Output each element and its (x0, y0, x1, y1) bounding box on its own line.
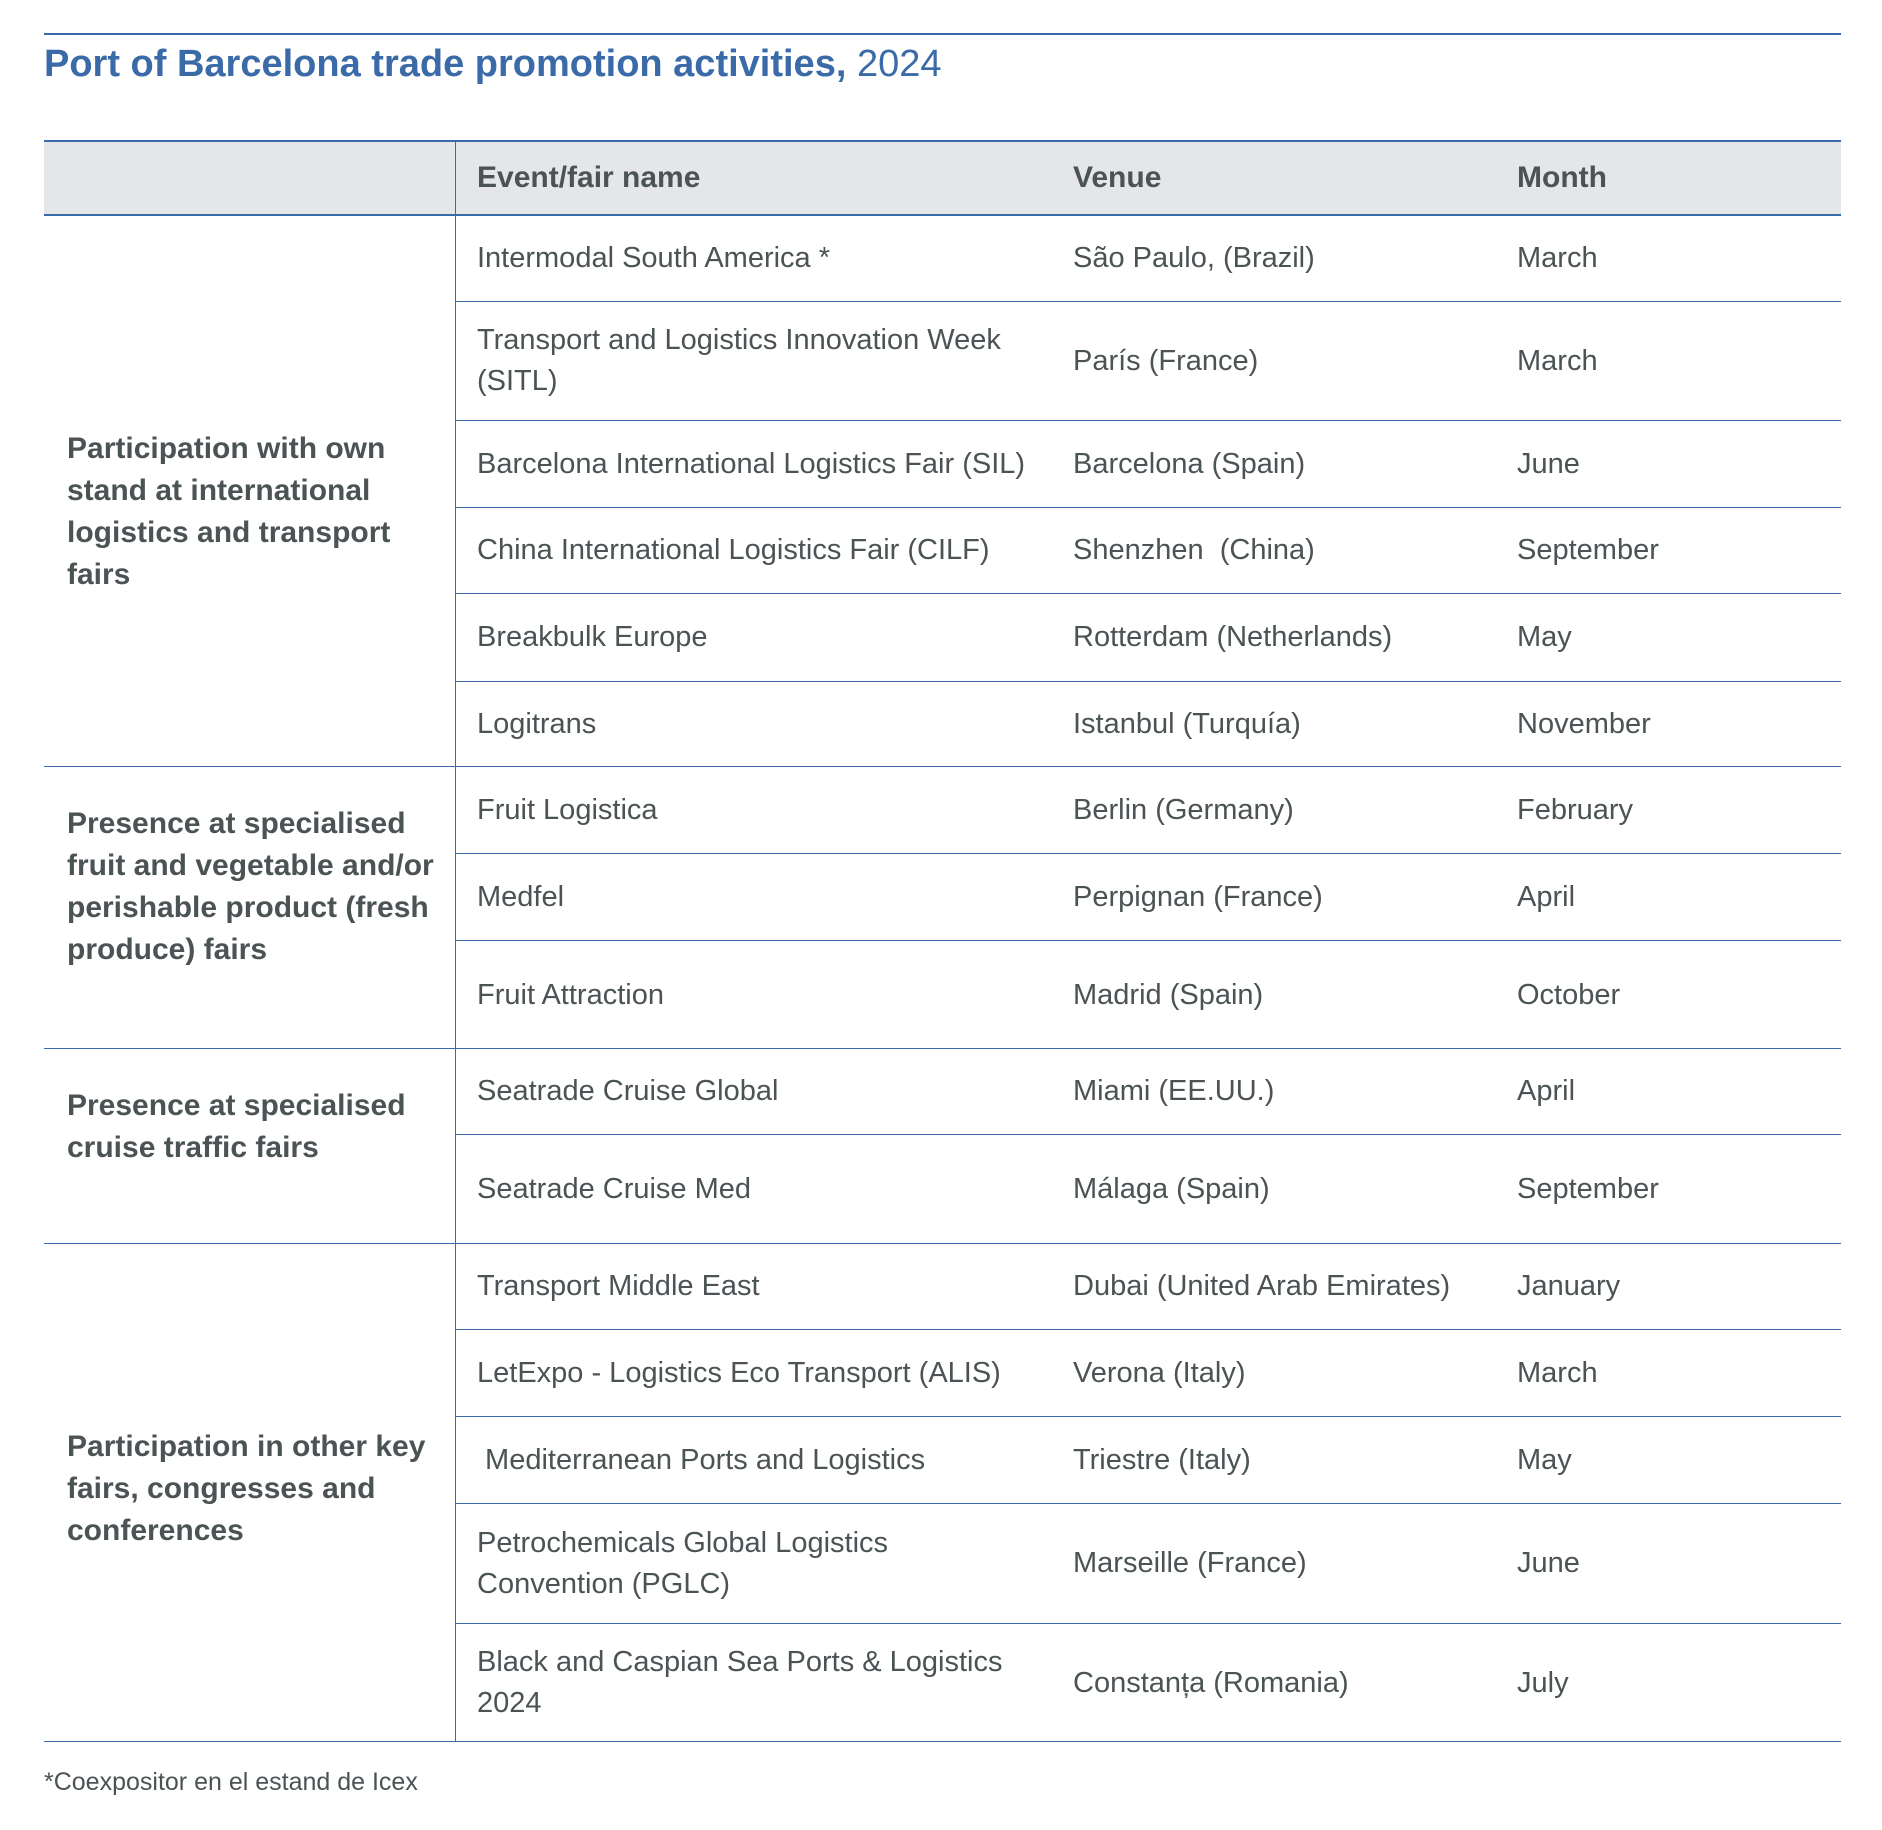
event-name: Transport and Logistics Innovation Week … (477, 324, 1001, 397)
month: April (1517, 1075, 1576, 1107)
table-row: Black and Caspian Sea Ports & Logistics … (456, 1624, 1841, 1742)
table-row: Breakbulk Europe Rotterdam (Netherlands)… (456, 594, 1841, 682)
header-venue: Venue (1073, 161, 1162, 194)
month: March (1517, 1356, 1598, 1389)
table-row: Logitrans Istanbul (Turquía) November (456, 682, 1841, 767)
event-name: Fruit Attraction (477, 978, 664, 1011)
month: March (1517, 242, 1598, 274)
header-event: Event/fair name (477, 161, 701, 194)
month: May (1517, 621, 1572, 653)
event-name: LetExpo - Logistics Eco Transport (ALIS) (477, 1356, 1001, 1389)
month: April (1517, 880, 1576, 913)
month: March (1517, 344, 1598, 377)
venue: Marseille (France) (1073, 1547, 1307, 1579)
top-rule (44, 33, 1841, 35)
header-month: Month (1517, 161, 1607, 194)
group-own-stand: Participation with own stand at internat… (44, 216, 1841, 767)
month: June (1517, 1547, 1580, 1579)
venue: São Paulo, (Brazil) (1073, 242, 1315, 274)
group-label: Participation with own stand at internat… (67, 432, 391, 591)
month: September (1517, 534, 1659, 566)
event-name: Barcelona International Logistics Fair (… (477, 447, 1026, 480)
table-row: China International Logistics Fair (CILF… (456, 508, 1841, 594)
event-name: China International Logistics Fair (CILF… (477, 534, 990, 566)
table-row: Transport and Logistics Innovation Week … (456, 302, 1841, 421)
venue: Triestre (Italy) (1073, 1443, 1251, 1476)
event-name: Mediterranean Ports and Logistics (477, 1443, 926, 1476)
event-name: Seatrade Cruise Global (477, 1075, 779, 1107)
group-label: Presence at specialised cruise traffic f… (67, 1089, 406, 1164)
venue: Verona (Italy) (1073, 1356, 1246, 1389)
table-row: Intermodal South America * São Paulo, (B… (456, 216, 1841, 302)
month: September (1517, 1173, 1659, 1205)
group-fresh-produce: Presence at specialised fruit and vegeta… (44, 767, 1841, 1049)
title-year: 2024 (846, 43, 942, 85)
month: February (1517, 793, 1634, 826)
month: June (1517, 447, 1580, 480)
table-row: Mediterranean Ports and Logistics Triest… (456, 1417, 1841, 1504)
table-row: Barcelona International Logistics Fair (… (456, 421, 1841, 508)
month: October (1517, 978, 1621, 1011)
event-name: Fruit Logistica (477, 793, 658, 826)
event-name: Black and Caspian Sea Ports & Logistics … (477, 1646, 1003, 1719)
month: July (1517, 1666, 1569, 1699)
event-name: Breakbulk Europe (477, 621, 708, 653)
venue: Miami (EE.UU.) (1073, 1075, 1275, 1107)
venue: Perpignan (France) (1073, 880, 1323, 913)
venue: Madrid (Spain) (1073, 978, 1264, 1011)
event-name: Seatrade Cruise Med (477, 1173, 752, 1205)
table-row: Fruit Logistica Berlin (Germany) Februar… (456, 767, 1841, 854)
column-divider (455, 140, 456, 1742)
group-label: Participation in other key fairs, congre… (67, 1430, 426, 1547)
venue: Istanbul (Turquía) (1073, 708, 1301, 740)
table-row: Seatrade Cruise Global Miami (EE.UU.) Ap… (456, 1049, 1841, 1135)
event-name: Petrochemicals Global Logistics Conventi… (477, 1526, 889, 1600)
event-name: Logitrans (477, 708, 597, 740)
venue: Rotterdam (Netherlands) (1073, 621, 1393, 653)
page-title: Port of Barcelona trade promotion activi… (44, 40, 941, 88)
table-row: Petrochemicals Global Logistics Conventi… (456, 1504, 1841, 1624)
venue: Barcelona (Spain) (1073, 447, 1306, 480)
venue: Constanța (Romania) (1073, 1666, 1349, 1699)
venue: Dubai (United Arab Emirates) (1073, 1270, 1451, 1302)
month: January (1517, 1270, 1621, 1302)
table-row: Transport Middle East Dubai (United Arab… (456, 1244, 1841, 1330)
venue: Málaga (Spain) (1073, 1173, 1270, 1205)
table-row: Fruit Attraction Madrid (Spain) October (456, 941, 1841, 1049)
month: November (1517, 708, 1651, 740)
table-header: Event/fair name Venue Month (44, 140, 1841, 216)
venue: Shenzhen (China) (1073, 534, 1315, 566)
table-row: LetExpo - Logistics Eco Transport (ALIS)… (456, 1330, 1841, 1417)
table-row: Seatrade Cruise Med Málaga (Spain) Septe… (456, 1135, 1841, 1244)
group-label: Presence at specialised fruit and vegeta… (67, 807, 434, 966)
month: May (1517, 1443, 1572, 1476)
event-name: Intermodal South America * (477, 242, 831, 274)
footnote: *Coexpositor en el estand de Icex (44, 1768, 418, 1796)
venue: París (France) (1073, 344, 1259, 377)
venue: Berlin (Germany) (1073, 793, 1294, 826)
group-other: Participation in other key fairs, congre… (44, 1244, 1841, 1742)
table-row: Medfel Perpignan (France) April (456, 854, 1841, 941)
event-name: Medfel (477, 880, 565, 913)
group-cruise: Presence at specialised cruise traffic f… (44, 1049, 1841, 1244)
title-main: Port of Barcelona trade promotion activi… (44, 43, 847, 85)
event-name: Transport Middle East (477, 1270, 760, 1302)
